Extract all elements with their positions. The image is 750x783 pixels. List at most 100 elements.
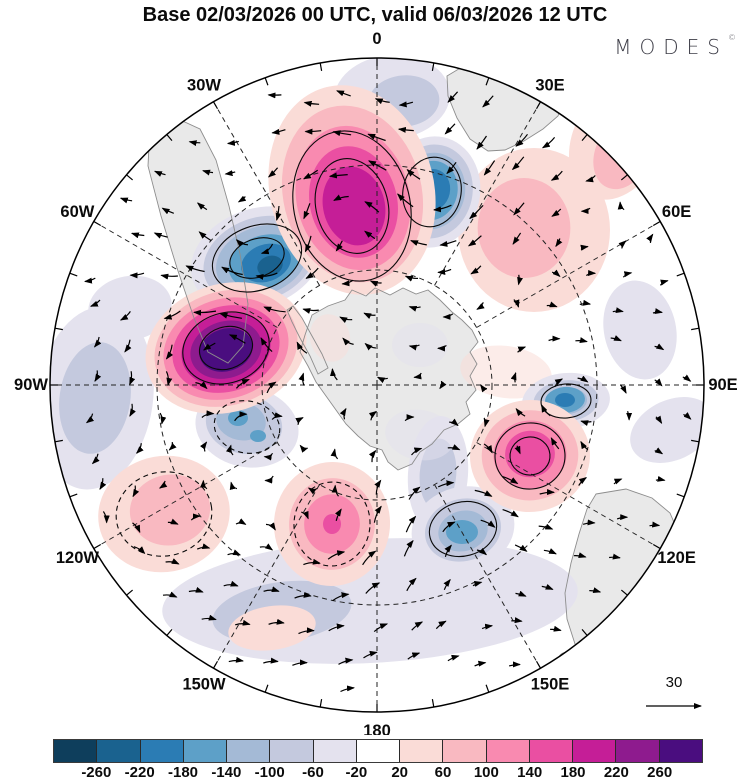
wind-vector-arrow (554, 378, 564, 387)
wind-vector-arrow (376, 376, 388, 384)
wind-vector-arrow (307, 487, 318, 495)
colorbar-tick-label: -60 (302, 764, 324, 781)
wind-vector-arrow (129, 272, 145, 279)
colorbar-tick-label: 220 (603, 764, 629, 781)
wind-vector-arrow (263, 657, 279, 664)
wind-vector-arrow (275, 205, 282, 221)
wind-vector-arrow (514, 445, 521, 455)
wind-vector-arrow (622, 271, 633, 278)
wind-vector-arrow (85, 413, 95, 424)
wind-vector-arrow (515, 408, 526, 417)
wind-vector-arrow (654, 447, 664, 455)
wind-vector-arrow (161, 207, 174, 215)
wind-vector-arrow (539, 489, 555, 496)
wind-vector-arrow (339, 407, 347, 420)
wind-vector-arrow (474, 660, 487, 667)
wind-vector-arrow (228, 334, 246, 344)
wind-vector-arrow (340, 685, 355, 693)
wind-vector-arrow (573, 552, 587, 559)
wind-vector-arrow (541, 137, 556, 149)
coastline-antarctica (299, 287, 479, 471)
wind-vector-arrow (229, 481, 238, 491)
wind-vector-arrow (119, 197, 133, 204)
wind-vector-arrow (237, 195, 247, 203)
colorbar-tick-label: -140 (211, 764, 242, 781)
wind-vector-arrow (165, 371, 173, 386)
contour-loop (213, 400, 281, 454)
wind-vector-arrow (133, 546, 146, 555)
negative-anomaly-contour (88, 275, 172, 341)
wind-vector-arrow (228, 656, 244, 663)
edge-tick (126, 589, 134, 596)
negative-anomaly-contour (250, 430, 266, 442)
wind-vector-arrow (363, 650, 378, 659)
contour-loop (198, 325, 254, 371)
wind-vector-arrow (193, 309, 217, 316)
landmass-australia (565, 489, 679, 655)
wind-vector-arrow (302, 308, 319, 314)
reference-vector-label: 30 (666, 674, 683, 691)
wind-vector-arrow (124, 339, 132, 353)
longitude-label-30W: 30W (187, 76, 221, 94)
edge-tick (166, 134, 173, 142)
contour-loop (540, 383, 592, 419)
wind-vector-arrow (339, 316, 353, 324)
wind-vector-arrow (589, 587, 602, 594)
wind-vector-arrow (234, 411, 248, 422)
wind-vector-arrow (447, 91, 459, 103)
wind-vector-arrow (476, 302, 485, 310)
page-title: Base 02/03/2026 00 UTC, valid 06/03/2026… (142, 4, 608, 26)
wind-vector-arrow (654, 343, 665, 351)
colorbar (53, 739, 703, 763)
wind-vector-arrow (514, 544, 528, 552)
wind-vector-arrow (435, 620, 447, 630)
colorbar-tick-label: 60 (434, 764, 452, 781)
wind-vector-arrow (362, 550, 377, 566)
longitude-label-120E: 120E (657, 549, 696, 567)
wind-vector-arrow (659, 279, 669, 286)
wind-vector-arrow (265, 522, 276, 531)
wind-vector-arrow (413, 372, 422, 380)
wind-vector-arrow (619, 384, 627, 394)
colorbar-cell (183, 740, 228, 762)
wind-vector-arrow (374, 98, 390, 105)
wind-vector-arrow (303, 203, 311, 220)
wind-vector-arrow (91, 453, 100, 465)
negative-anomaly-contour (630, 397, 704, 463)
wind-vector-arrow (292, 659, 308, 666)
colorbar-tick-label: -100 (254, 764, 285, 781)
colorbar-tick-label: 260 (647, 764, 673, 781)
wind-vector-arrow (226, 139, 239, 146)
wind-vector-arrow (332, 130, 352, 137)
wind-vector-arrow (271, 128, 286, 135)
wind-vector-arrow (374, 479, 382, 495)
contour-loop (494, 422, 566, 490)
wind-vector-arrow (158, 480, 168, 489)
wind-vector-arrow (404, 275, 419, 282)
longitude-label-0: 0 (372, 30, 381, 48)
wind-vector-arrow (437, 480, 455, 488)
colorbar-tick-labels: -260 -220 -180 -140 -100 -60 -20 20 60 100 140 180 2… (53, 764, 703, 782)
longitude-label-150E: 150E (531, 676, 570, 694)
negative-anomaly-contour (555, 393, 575, 407)
edge-tick (54, 439, 63, 443)
wind-vector-arrow (129, 371, 136, 386)
wind-vector-arrow (626, 410, 633, 421)
colorbar-cell (529, 740, 574, 762)
wind-vector-arrow (543, 548, 557, 555)
wind-vector-arrow (550, 170, 563, 181)
wind-vector-arrow (266, 381, 277, 394)
wind-vector-arrow (188, 140, 201, 147)
longitude-label-60W: 60W (60, 203, 94, 221)
wind-vector-arrow (190, 513, 201, 521)
edge-tick (431, 699, 435, 708)
wind-vector-arrow (482, 95, 494, 108)
colorbar-cell (140, 740, 184, 762)
colorbar-cell (616, 740, 660, 762)
wind-vector-arrow (550, 625, 562, 632)
wind-vector-arrow (153, 232, 168, 239)
wind-vector-arrow (334, 508, 342, 521)
edge-tick (691, 327, 700, 331)
island-tasmania (558, 651, 578, 665)
wind-vector-arrow (483, 417, 490, 428)
